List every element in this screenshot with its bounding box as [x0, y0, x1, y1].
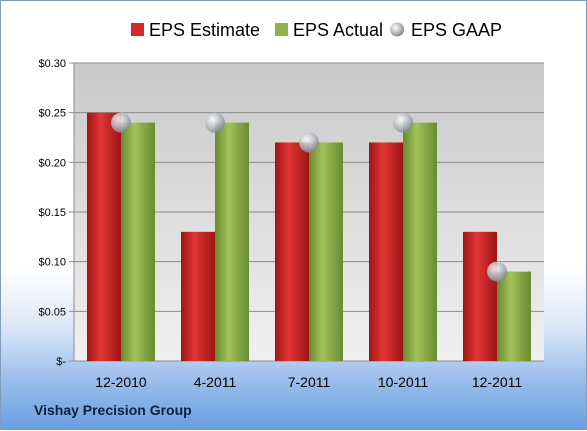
x-tick-label: 7-2011 [288, 374, 331, 390]
bar-eps-actual [309, 142, 343, 361]
bar-eps-actual [215, 122, 249, 361]
legend-label-actual: EPS Actual [293, 20, 383, 40]
legend-label-estimate: EPS Estimate [149, 20, 260, 40]
marker-eps-gaap [111, 112, 131, 133]
y-tick-label: $0.25 [38, 108, 66, 120]
company-label: Vishay Precision Group [34, 402, 192, 418]
y-tick-label: $0.30 [38, 58, 66, 70]
bar-eps-actual [121, 122, 155, 361]
bar-eps-estimate [87, 112, 121, 362]
marker-eps-gaap [205, 112, 225, 133]
bars [87, 112, 531, 362]
marker-eps-gaap [487, 261, 507, 282]
y-tick-label: $- [56, 356, 66, 368]
bar-eps-actual [497, 271, 531, 361]
gaap-markers [111, 112, 507, 282]
marker-eps-gaap [393, 112, 413, 133]
y-tick-label: $0.05 [38, 306, 66, 318]
marker-eps-gaap [299, 132, 319, 153]
bar-eps-actual [403, 122, 437, 361]
legend: EPS Estimate EPS Actual EPS GAAP [131, 20, 502, 40]
x-tick-label: 12-2011 [472, 374, 523, 390]
bar-eps-estimate [463, 231, 497, 361]
bar-eps-estimate [369, 142, 403, 361]
bar-eps-estimate [181, 231, 215, 361]
y-axis-ticks: $- $0.05 $0.10 $0.15 $0.20 $0.25 $0.30 [38, 58, 75, 368]
y-tick-label: $0.10 [38, 257, 66, 269]
x-axis-ticks: 12-2010 4-2011 7-2011 10-2011 12-2011 [95, 374, 522, 390]
legend-label-gaap: EPS GAAP [411, 20, 502, 40]
y-tick-label: $0.15 [38, 207, 66, 219]
bar-eps-estimate [275, 142, 309, 361]
x-tick-label: 12-2010 [95, 374, 147, 390]
x-tick-label: 4-2011 [194, 374, 237, 390]
legend-swatch-estimate [131, 23, 144, 36]
legend-swatch-actual [275, 23, 288, 36]
legend-swatch-gaap [390, 22, 404, 37]
x-tick-label: 10-2011 [378, 374, 429, 390]
y-tick-label: $0.20 [38, 157, 66, 169]
